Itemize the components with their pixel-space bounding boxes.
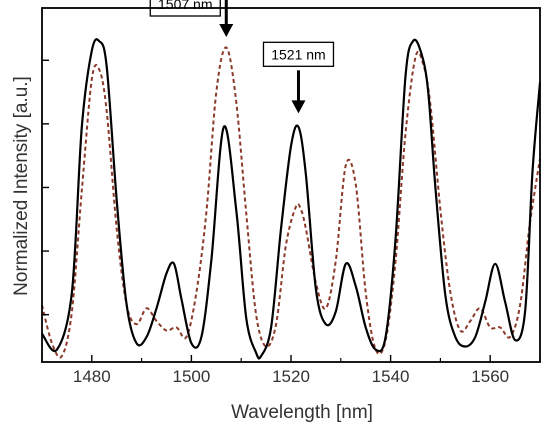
- x-axis-title: Wavelength [nm]: [231, 402, 373, 423]
- y-axis-title: Normalized Intensity [a.u.]: [11, 76, 32, 296]
- x-tick-label: 1540: [372, 367, 410, 386]
- series-layer: [41, 38, 542, 360]
- annotation-label: 1521 nm: [271, 46, 325, 62]
- annotation-arrow-head: [219, 24, 234, 37]
- annotation-box: [262, 41, 335, 67]
- annotation-label: 1507 nm: [158, 0, 212, 12]
- x-tick-label: 1520: [272, 367, 310, 386]
- annotation-arrow-head: [291, 100, 306, 114]
- x-tick-label: 1560: [471, 367, 509, 386]
- annotation-layer: 1507 nm 1521 nm: [149, 0, 335, 114]
- series-solid-line: [41, 38, 542, 360]
- x-axis: 1480 1500 1520 1540 1560: [41, 355, 541, 386]
- y-axis: [42, 59, 49, 316]
- x-tick-label: 1480: [73, 367, 111, 386]
- series-dashed-line: [41, 46, 541, 359]
- x-tick-label: 1500: [172, 367, 210, 386]
